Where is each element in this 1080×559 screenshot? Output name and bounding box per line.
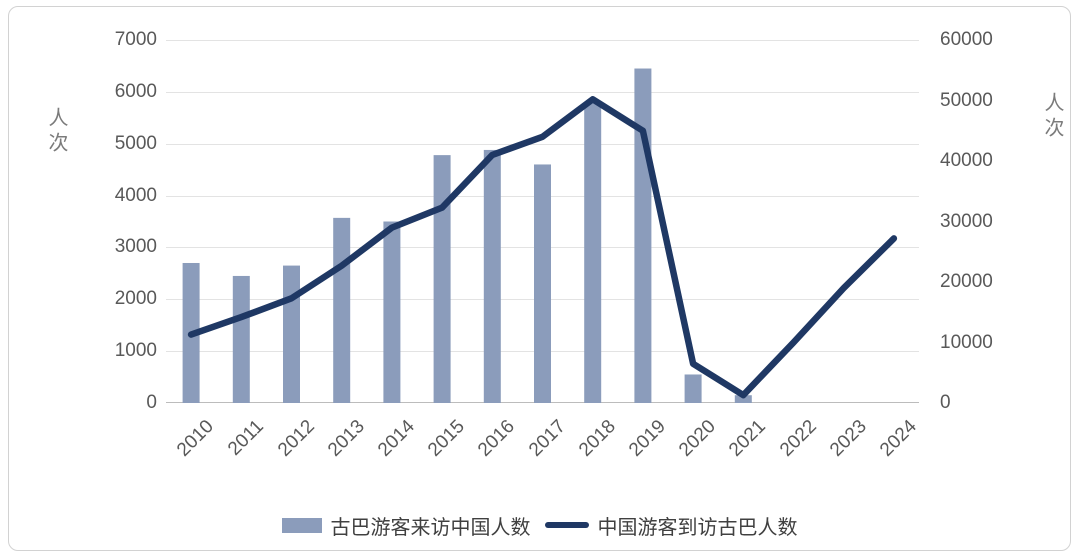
bar-2017	[534, 164, 551, 403]
x-label-2019: 2019	[624, 416, 670, 461]
legend-bar-swatch	[281, 517, 322, 533]
x-label-2022: 2022	[775, 416, 821, 461]
legend-bar-series-label: 古巴游客来访中国人数	[330, 516, 531, 539]
bar-2016	[483, 149, 501, 403]
bar-2013	[333, 217, 351, 403]
right-axis-tick-50000: 50000	[940, 89, 993, 111]
bar-2014	[383, 221, 401, 403]
x-label-2021: 2021	[725, 416, 771, 461]
left-axis-tick-7000: 7000	[114, 29, 157, 50]
x-label-2016: 2016	[474, 416, 520, 461]
right-axis-tick-0: 0	[940, 392, 951, 413]
x-label-2015: 2015	[424, 416, 469, 461]
line-series	[187, 96, 898, 399]
x-label-2020: 2020	[675, 416, 720, 461]
x-label-2012: 2012	[273, 416, 319, 461]
plot-area	[166, 40, 919, 403]
right-axis-tick-20000: 20000	[940, 271, 993, 292]
legend-line-swatch	[544, 522, 589, 528]
bar-2015	[433, 155, 451, 403]
bar-2012	[283, 265, 300, 403]
bar-2019	[634, 68, 652, 403]
x-label-2014: 2014	[373, 416, 419, 461]
right-axis-tick-10000: 10000	[940, 331, 993, 353]
left-axis-tick-0: 0	[146, 392, 157, 413]
x-label-2018: 2018	[574, 416, 620, 461]
chart-card: 人次 人次 0 1000 2000 3000 4000 5000 6000 7000 0 100…	[8, 6, 1071, 551]
left-axis-tick-1000: 1000	[114, 340, 157, 362]
x-label-2010: 2010	[173, 416, 218, 461]
left-axis-title: 人次	[45, 107, 67, 157]
bar-2018	[584, 102, 602, 403]
legend-line-series-label: 中国游客到访古巴人数	[597, 516, 798, 539]
right-axis-tick-40000: 40000	[940, 150, 993, 171]
bar-2011	[232, 275, 250, 403]
left-axis-tick-2000: 2000	[114, 288, 157, 310]
x-label-2013: 2013	[323, 416, 369, 461]
right-axis-tick-30000: 30000	[940, 210, 993, 232]
bar-2021	[734, 395, 752, 403]
right-axis-tick-60000: 60000	[940, 29, 993, 50]
legend: 古巴游客来访中国人数 中国游客到访古巴人数	[9, 508, 1070, 542]
left-axis-tick-4000: 4000	[114, 184, 157, 206]
bar-2020	[684, 374, 702, 403]
x-label-2023: 2023	[825, 416, 871, 461]
x-label-2024: 2024	[875, 416, 921, 461]
left-axis-tick-3000: 3000	[114, 236, 157, 258]
x-label-2017: 2017	[524, 416, 570, 461]
right-axis-title: 人次	[1041, 92, 1063, 142]
left-axis-tick-5000: 5000	[114, 132, 157, 154]
left-axis-tick-6000: 6000	[114, 80, 157, 102]
x-label-2011: 2011	[224, 416, 269, 460]
